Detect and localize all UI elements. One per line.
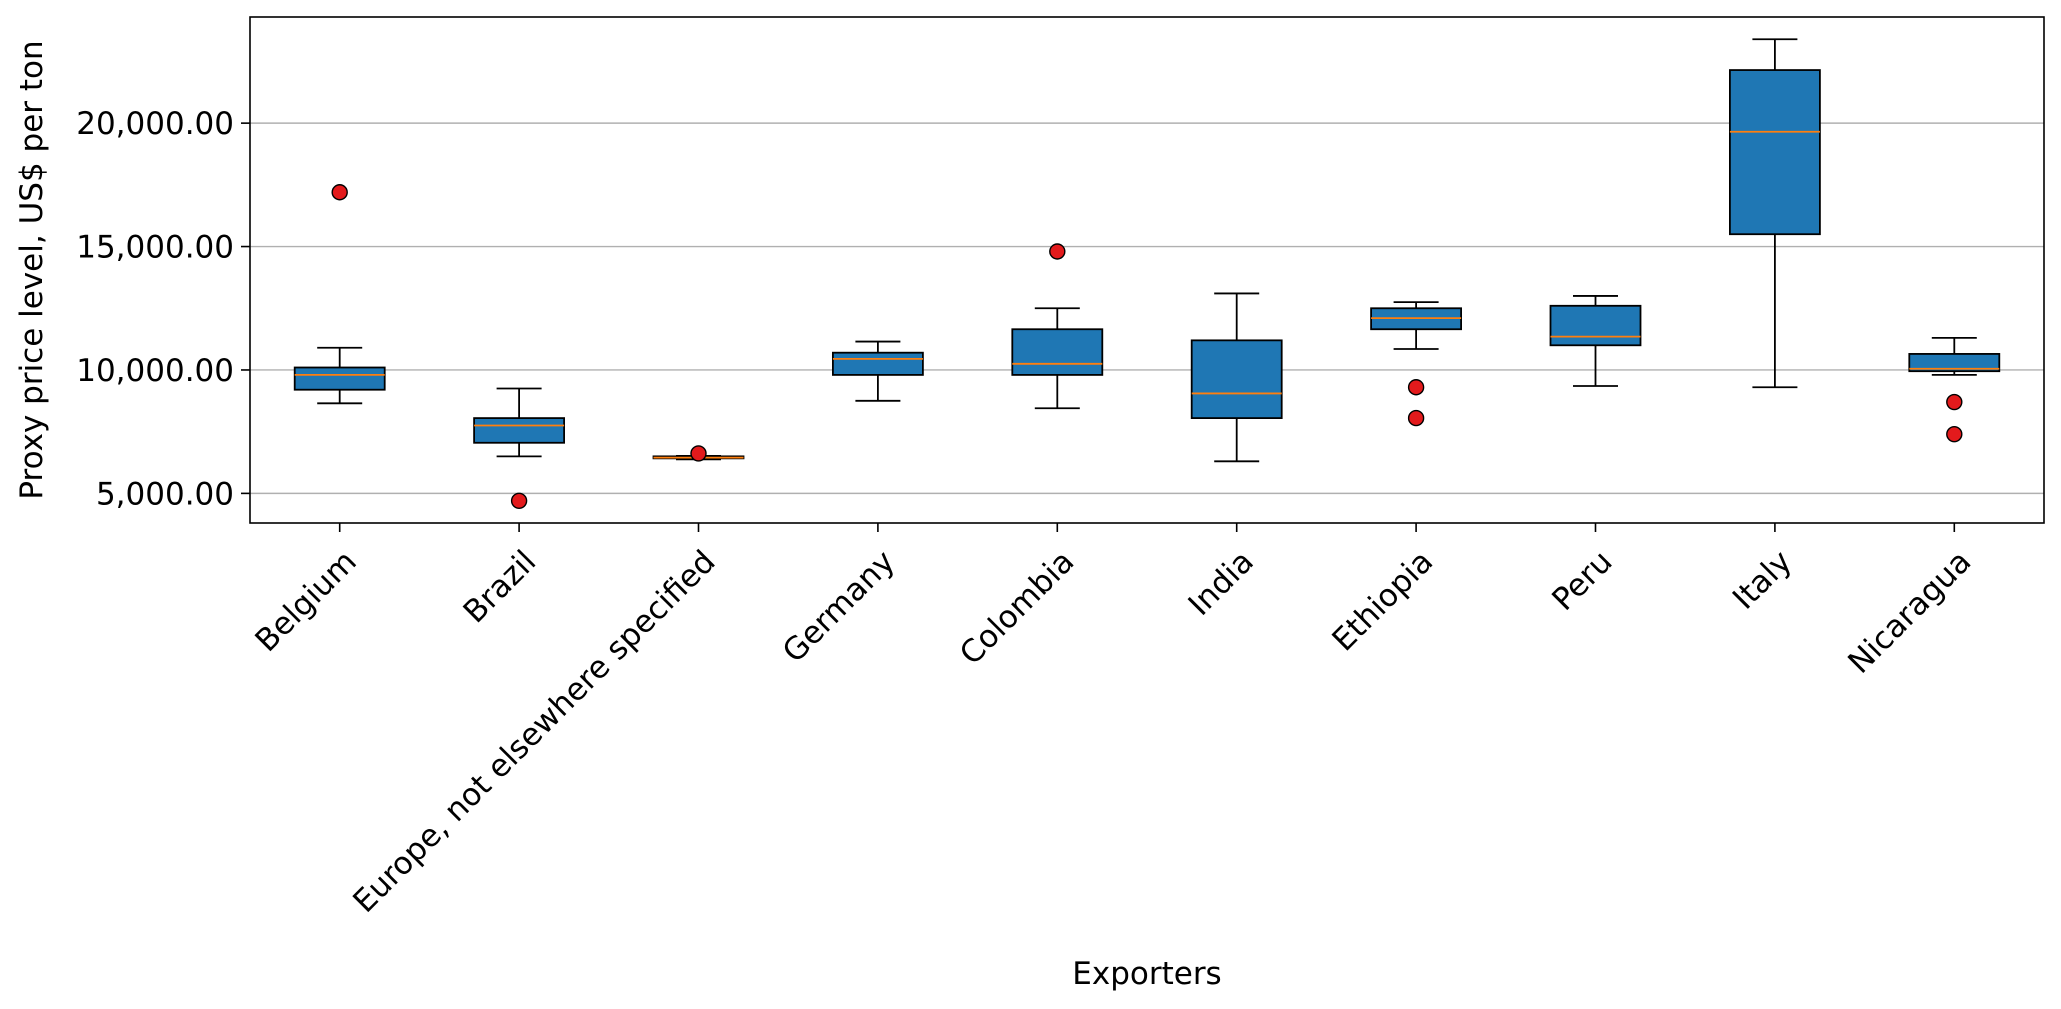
y-tick-label: 20,000.00 xyxy=(76,106,234,142)
box-iqr xyxy=(1549,304,1642,347)
x-tick-label: Brazil xyxy=(457,544,544,631)
outlier-point xyxy=(1946,425,1963,443)
boxes xyxy=(293,38,2001,509)
x-tick-label: Europe, not elsewhere specified xyxy=(346,544,722,920)
box-nicaragua xyxy=(1908,336,2001,443)
box-iqr xyxy=(832,351,924,376)
box-peru xyxy=(1549,295,1642,387)
x-tick-label: Peru xyxy=(1545,544,1619,618)
box-iqr xyxy=(1908,353,2001,373)
outlier-point xyxy=(1407,409,1425,427)
box-germany xyxy=(832,340,924,402)
x-tick-label: Colombia xyxy=(953,544,1081,672)
x-tick-label: Italy xyxy=(1726,544,1799,617)
box-iqr xyxy=(293,366,386,391)
outlier-point xyxy=(1407,379,1425,396)
box-iqr xyxy=(1011,328,1104,376)
box-ethiopia xyxy=(1370,301,1462,427)
box-iqr xyxy=(473,417,566,444)
box-belgium xyxy=(293,184,386,405)
y-tick-label: 10,000.00 xyxy=(76,353,234,389)
box-italy xyxy=(1729,38,1821,389)
box-india xyxy=(1190,292,1283,463)
outlier-point xyxy=(1946,393,1963,411)
x-tick-label: Germany xyxy=(776,544,902,670)
outlier-point xyxy=(510,492,528,509)
x-tick-label: Belgium xyxy=(248,544,363,659)
outlier-point xyxy=(690,445,707,462)
y-tick-label: 15,000.00 xyxy=(76,230,234,266)
y-axis-label: Proxy price level, US$ per ton xyxy=(14,40,50,499)
box-europe-not-elsewhere-specified xyxy=(652,445,745,462)
box-iqr xyxy=(1729,69,1821,236)
x-tick-label: Nicaragua xyxy=(1841,544,1978,681)
box-iqr xyxy=(1190,339,1283,419)
y-axis-ticks: 5,000.00 10,000.00 15,000.00 20,000.00 xyxy=(76,106,250,512)
x-tick-label: India xyxy=(1182,544,1261,623)
outlier-point xyxy=(1049,243,1066,260)
y-tick-label: 5,000.00 xyxy=(96,476,234,512)
box-brazil xyxy=(473,387,566,509)
x-axis-label: Exporters xyxy=(1072,956,1221,992)
box-colombia xyxy=(1011,243,1104,410)
plot-frame xyxy=(249,16,2045,524)
outlier-point xyxy=(331,184,348,201)
x-tick-label: Ethiopia xyxy=(1325,544,1440,659)
